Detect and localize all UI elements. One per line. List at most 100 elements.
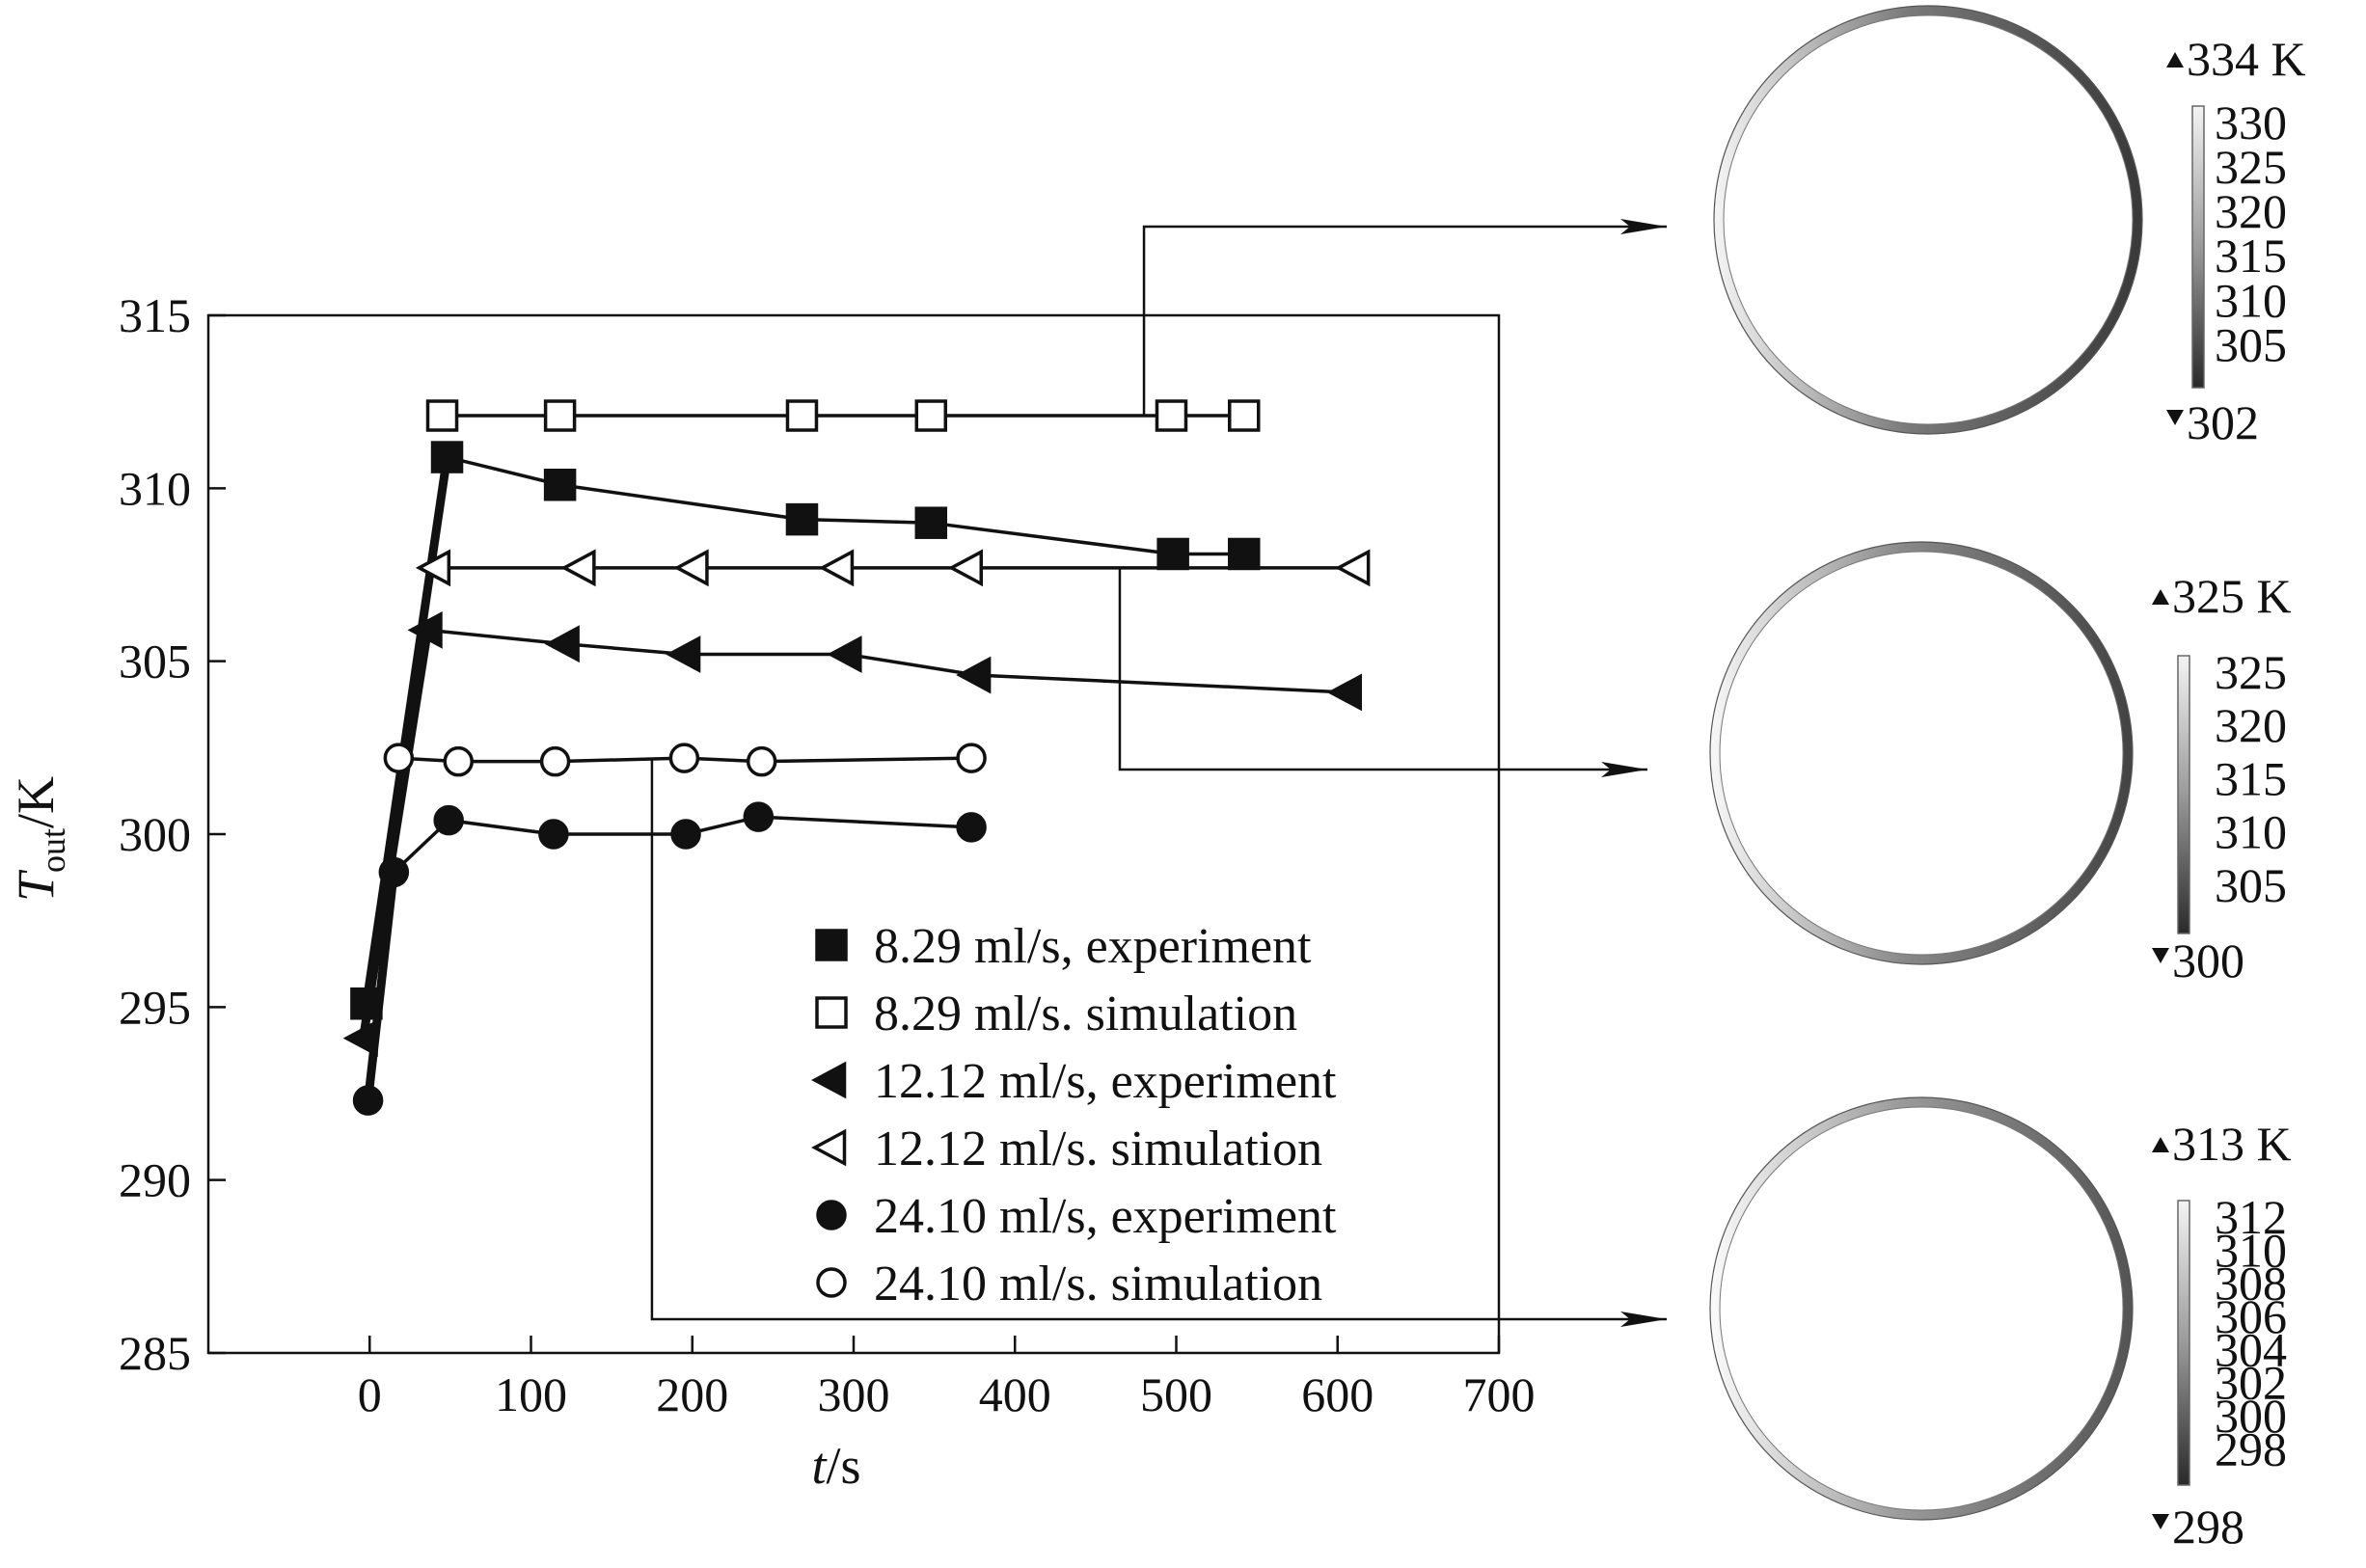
colorbar-min-triangle-0 <box>2166 410 2184 425</box>
series-1-point-2 <box>785 399 819 432</box>
colorbar-min-triangle-2 <box>2152 1514 2169 1529</box>
x-tick-label-0: 0 <box>358 1367 382 1421</box>
colorbar-max-triangle-1 <box>2152 589 2169 605</box>
series-4-point-2 <box>433 804 464 836</box>
y-tick-label-290: 290 <box>119 1153 191 1207</box>
series-3 <box>415 549 1371 587</box>
colorbar-2-tick-3: 306 <box>2215 1289 2287 1343</box>
legend: 8.29 ml/s, experiment 8.29 ml/s. simulati… <box>811 919 1337 1311</box>
series-5-point-3 <box>668 743 700 773</box>
colorbar-max-triangle-2 <box>2152 1137 2169 1152</box>
x-axis-title-unit: /s <box>826 1437 860 1495</box>
series-4-point-4 <box>670 819 701 850</box>
colorbar-min-label-1: 300 <box>2172 933 2244 987</box>
annotation-arrows <box>650 219 1667 1327</box>
legend-entry-4: 24.10 ml/s, experiment <box>816 1189 1337 1244</box>
colorbar-1-tick-1: 320 <box>2215 698 2287 752</box>
colorbar-2-tick-7: 298 <box>2215 1421 2287 1475</box>
series-4-point-5 <box>743 801 775 832</box>
colorbar-2 <box>2177 1200 2190 1486</box>
series-0-point-2 <box>543 468 577 501</box>
legend-marker-4 <box>816 1200 847 1230</box>
legend-label-1: 8.29 ml/s. simulation <box>874 987 1297 1041</box>
series-5-point-5 <box>956 743 987 773</box>
pipe-ring-inner-2 <box>1719 1106 2124 1511</box>
series-3-point-4 <box>947 549 983 587</box>
y-axis-title-var: T <box>7 869 65 902</box>
legend-marker-2 <box>811 1061 847 1099</box>
colorbar-1-tick-2: 315 <box>2215 751 2287 805</box>
series-1-point-3 <box>914 399 948 432</box>
series-0-point-3 <box>785 502 819 536</box>
colorbar-0-tick-5: 305 <box>2215 317 2287 371</box>
series-group <box>342 399 1371 1116</box>
series-1-point-5 <box>1227 399 1261 432</box>
y-tick-label-300: 300 <box>119 807 191 861</box>
x-axis-title-var: t <box>811 1437 828 1495</box>
series-rise-4 <box>364 871 398 1101</box>
pipe-ring-2 <box>1710 1097 2133 1520</box>
colorbar-max-label-2: 313 K <box>2172 1117 2292 1171</box>
x-tick-label-200: 200 <box>656 1367 728 1421</box>
legend-entry-0: 8.29 ml/s, experiment <box>815 919 1312 974</box>
colorbar-0-tick-1: 325 <box>2215 140 2287 194</box>
series-4-point-1 <box>378 856 410 888</box>
colorbar-max-label-0: 334 K <box>2187 32 2306 86</box>
series-1-point-4 <box>1155 399 1188 432</box>
series-2-point-5 <box>956 656 992 694</box>
y-tick-label-310: 310 <box>119 461 191 515</box>
x-axis-title: t/s <box>811 1437 860 1495</box>
series-3-point-3 <box>818 549 855 587</box>
pipe-ring-outer-0 <box>1713 5 2143 435</box>
legend-label-4: 24.10 ml/s, experiment <box>874 1189 1337 1244</box>
colorbar-2-tick-4: 304 <box>2215 1322 2287 1376</box>
colorbar-2-tick-0: 312 <box>2215 1190 2287 1244</box>
series-0-point-1 <box>430 441 464 473</box>
series-3-point-5 <box>1335 549 1371 587</box>
colorbar-0-tick-3: 315 <box>2215 229 2287 283</box>
legend-marker-3 <box>811 1128 847 1167</box>
colorbar-2-tick-6: 300 <box>2215 1389 2287 1443</box>
legend-entry-3: 12.12 ml/s. simulation <box>811 1122 1322 1176</box>
x-tick-label-600: 600 <box>1301 1367 1373 1421</box>
annotation-arrow-0 <box>1142 219 1667 417</box>
pipe-ring-outer-2 <box>1709 1096 2134 1521</box>
series-2-point-4 <box>827 635 862 673</box>
pipe-ring-0 <box>1714 6 2142 434</box>
colorbar-2-tick-5: 302 <box>2215 1356 2287 1410</box>
pipe-ring-inner-1 <box>1719 551 2124 956</box>
colorbar-2-tick-2: 308 <box>2215 1257 2287 1311</box>
series-4-point-6 <box>956 812 987 843</box>
series-2-point-2 <box>544 625 580 663</box>
colorbar-max-label-1: 325 K <box>2172 569 2292 623</box>
pipe-ring-1 <box>1710 542 2133 964</box>
series-5 <box>383 743 987 777</box>
x-tick-label-400: 400 <box>979 1367 1051 1421</box>
colorbar-0-tick-4: 310 <box>2215 273 2287 327</box>
colorbar-1-tick-3: 310 <box>2215 805 2287 859</box>
legend-label-2: 12.12 ml/s, experiment <box>874 1054 1337 1109</box>
series-2-point-1 <box>407 610 443 649</box>
y-axis-title-unit: /K <box>7 776 65 828</box>
legend-entry-5: 24.10 ml/s. simulation <box>816 1257 1322 1311</box>
legend-marker-0 <box>815 929 848 961</box>
pipe-ring-inner-0 <box>1723 14 2134 425</box>
legend-label-3: 12.12 ml/s. simulation <box>874 1122 1322 1176</box>
series-line-2 <box>361 628 1347 1039</box>
colorbar-0-tick-2: 320 <box>2215 184 2287 238</box>
colorbar-0 <box>2191 105 2205 389</box>
legend-marker-1 <box>815 996 848 1029</box>
series-5-point-1 <box>443 745 474 777</box>
axes: 0 100 200 300 400 500 600 700 285 290 295 300 305 310… <box>7 288 1536 1495</box>
series-2-point-6 <box>1326 673 1363 712</box>
colorbar-0-tick-0: 330 <box>2215 95 2287 149</box>
colorbar-1-tick-4: 305 <box>2215 858 2287 912</box>
series-2-point-3 <box>666 635 701 673</box>
series-0-point-5 <box>1156 537 1189 571</box>
series-3-point-1 <box>560 549 596 587</box>
colorbar-min-label-2: 298 <box>2172 1500 2244 1554</box>
